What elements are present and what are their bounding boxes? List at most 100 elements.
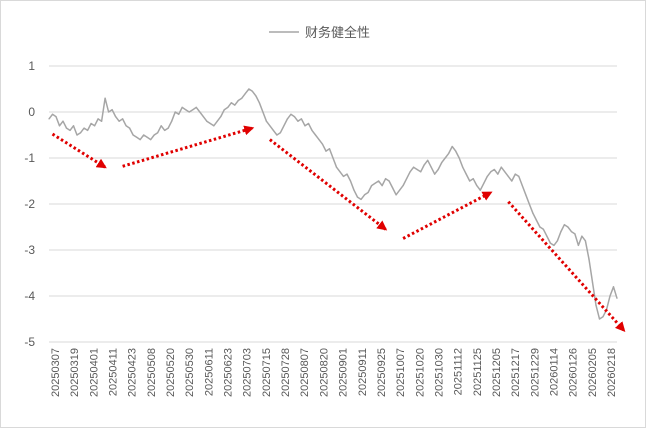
data-point — [311, 129, 313, 131]
data-point — [132, 134, 134, 136]
data-point — [188, 111, 190, 113]
data-point — [55, 116, 57, 118]
data-point — [237, 99, 239, 102]
data-point — [493, 168, 495, 171]
x-tick-label: 20250807 — [299, 348, 311, 397]
data-point — [83, 127, 85, 129]
data-point — [304, 125, 306, 127]
legend-label: 财务健全性 — [305, 25, 370, 40]
x-tick-label: 20250520 — [165, 348, 177, 397]
x-tick-label: 20250728 — [280, 348, 292, 397]
data-point — [444, 157, 446, 159]
data-point — [286, 118, 289, 120]
data-point — [511, 180, 513, 182]
data-point — [146, 136, 148, 138]
data-point — [570, 231, 573, 233]
data-point — [178, 113, 180, 115]
data-point — [51, 113, 54, 115]
data-point — [227, 106, 229, 108]
data-point — [174, 111, 176, 113]
x-tick-label: 20260126 — [568, 348, 580, 397]
x-tick-label: 20250530 — [184, 348, 196, 397]
data-point — [584, 240, 587, 242]
data-point — [265, 120, 267, 122]
data-point — [591, 281, 594, 283]
data-point — [367, 191, 369, 194]
data-point — [104, 97, 106, 99]
legend: 财务健全性 — [269, 25, 370, 40]
data-point — [283, 125, 285, 127]
data-point — [248, 88, 250, 90]
x-tick-label: 20251217 — [510, 348, 522, 397]
data-point — [97, 118, 99, 120]
data-point — [143, 134, 145, 136]
data-point — [279, 132, 282, 134]
data-point — [434, 173, 436, 175]
y-tick-label: 0 — [28, 105, 35, 119]
y-tick-label: -1 — [24, 151, 35, 165]
data-point — [76, 134, 78, 136]
data-point — [150, 139, 152, 141]
data-point — [206, 120, 208, 122]
data-point — [164, 129, 166, 131]
data-point — [93, 125, 96, 127]
data-point — [504, 171, 506, 173]
data-point — [192, 109, 194, 111]
data-point — [420, 171, 422, 173]
data-point — [532, 212, 534, 214]
data-point — [448, 152, 450, 154]
data-point — [469, 180, 471, 182]
data-point — [381, 185, 383, 187]
data-point — [100, 120, 103, 122]
data-point — [255, 95, 257, 97]
data-point — [90, 122, 92, 125]
data-point — [465, 173, 467, 175]
data-point — [339, 171, 341, 173]
data-point — [293, 116, 296, 118]
data-point — [455, 150, 457, 152]
data-point — [535, 219, 537, 221]
data-point — [556, 240, 558, 242]
x-tick-label: 20251007 — [395, 348, 407, 397]
x-tick-label: 20250411 — [108, 348, 120, 396]
data-point — [402, 185, 404, 187]
data-point — [167, 127, 169, 129]
x-tick-label: 20250703 — [242, 348, 254, 397]
data-point — [58, 125, 61, 127]
data-point — [563, 224, 566, 226]
data-point — [62, 120, 64, 122]
data-point — [507, 175, 509, 177]
data-point — [325, 150, 327, 152]
data-point — [72, 125, 75, 127]
data-point — [48, 118, 50, 120]
x-tick-label: 20250623 — [223, 348, 235, 397]
data-point — [437, 168, 439, 171]
data-point — [69, 129, 71, 131]
data-point — [328, 148, 331, 150]
data-point — [157, 132, 159, 134]
data-point — [199, 111, 201, 113]
data-point — [490, 171, 492, 173]
data-point — [276, 134, 278, 136]
x-tick-label: 20250319 — [69, 348, 81, 397]
data-point — [539, 226, 541, 228]
data-point — [472, 178, 474, 180]
data-point — [258, 102, 260, 104]
data-point — [346, 173, 348, 175]
data-point — [272, 129, 274, 131]
data-point — [377, 180, 380, 182]
data-point — [195, 106, 197, 108]
data-point — [409, 171, 411, 173]
data-point — [479, 189, 481, 191]
gridlines — [49, 65, 617, 343]
data-point — [234, 104, 236, 106]
data-point — [86, 129, 89, 131]
data-point — [300, 118, 303, 120]
y-axis-ticks: 1 0 -1 -2 -3 -4 -5 — [24, 59, 35, 349]
annotation-arrows — [51, 125, 626, 332]
data-point — [125, 125, 127, 127]
data-point — [353, 189, 355, 191]
data-point — [108, 111, 110, 113]
data-point — [602, 316, 604, 318]
